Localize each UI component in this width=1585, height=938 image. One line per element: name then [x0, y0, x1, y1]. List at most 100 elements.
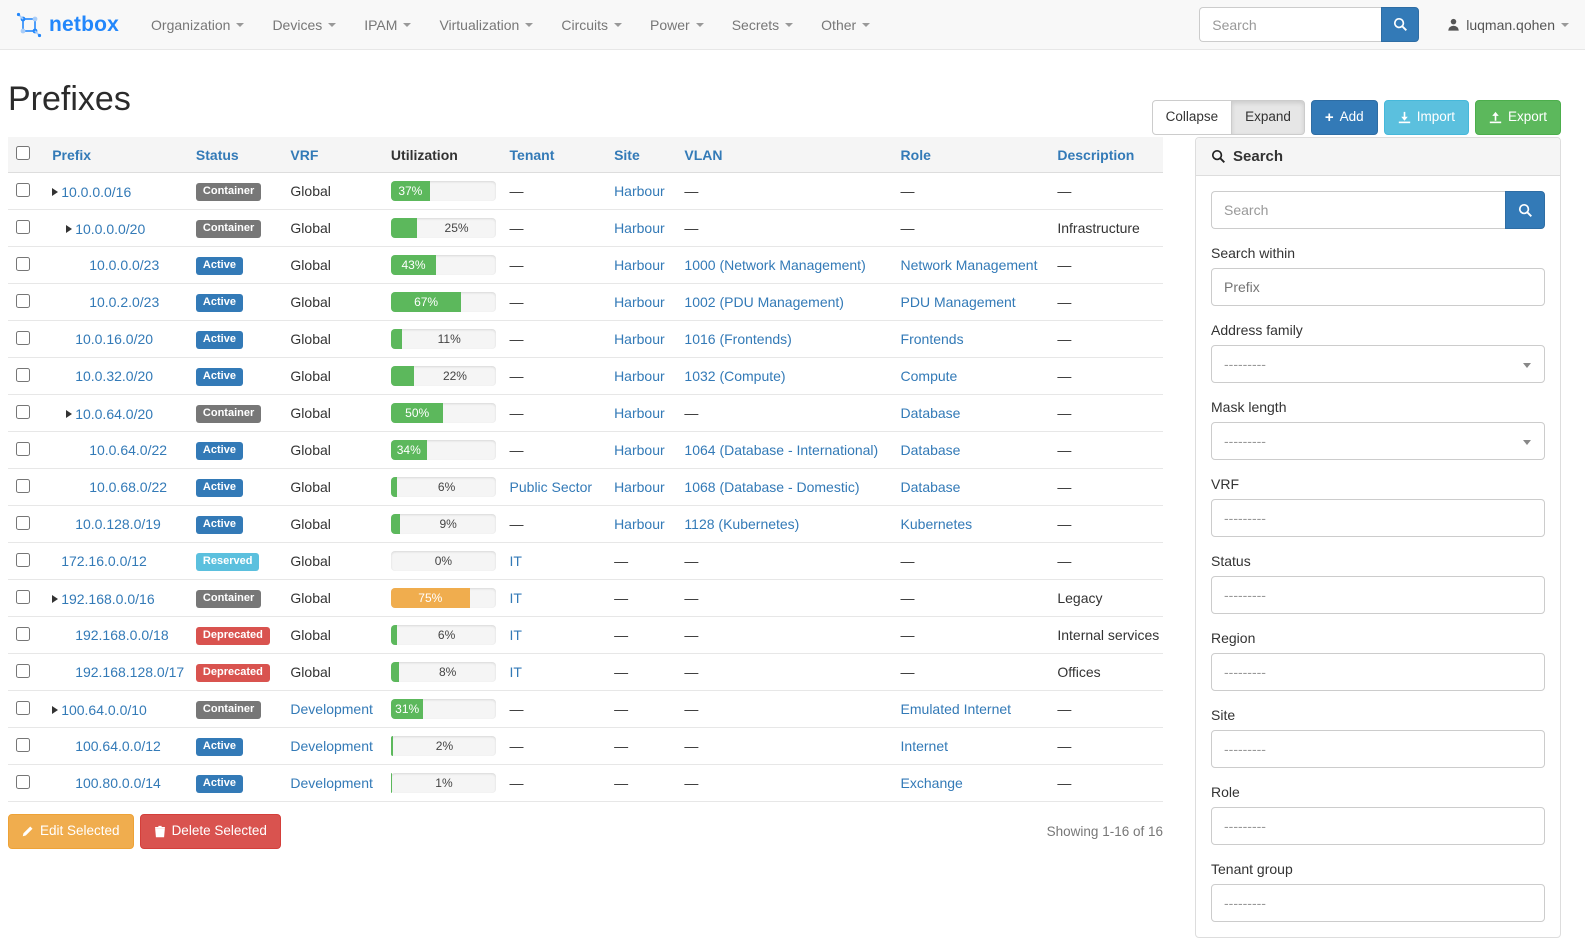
row-checkbox[interactable]	[16, 441, 30, 456]
filter-search-button[interactable]	[1505, 191, 1545, 229]
tenant-link[interactable]: IT	[509, 627, 522, 643]
prefix-link[interactable]: 192.168.128.0/17	[75, 664, 185, 680]
tenant-link[interactable]: Public Sector	[509, 479, 593, 495]
filter-select-address-family[interactable]: ---------	[1211, 345, 1545, 383]
prefix-link[interactable]: 10.0.16.0/20	[75, 331, 154, 347]
role-link[interactable]: Emulated Internet	[900, 701, 1012, 717]
nav-item-secrets[interactable]: Secrets	[718, 2, 807, 48]
role-link[interactable]: Kubernetes	[900, 516, 973, 532]
add-button[interactable]: + Add	[1310, 100, 1378, 135]
site-link[interactable]: Harbour	[614, 331, 665, 347]
tenant-link[interactable]: IT	[509, 553, 522, 569]
filter-select-status[interactable]: ---------	[1211, 576, 1545, 614]
row-checkbox[interactable]	[16, 367, 30, 382]
vlan-link[interactable]: 1064 (Database - International)	[684, 442, 879, 458]
nav-item-power[interactable]: Power	[636, 2, 718, 48]
row-checkbox[interactable]	[16, 552, 30, 567]
expand-caret-icon[interactable]	[52, 590, 61, 606]
site-link[interactable]: Harbour	[614, 183, 665, 199]
export-button[interactable]: Export	[1474, 100, 1561, 135]
sort-link[interactable]: Tenant	[509, 146, 555, 163]
nav-item-organization[interactable]: Organization	[137, 2, 258, 48]
filter-select-role[interactable]: ---------	[1211, 807, 1545, 845]
vrf-link[interactable]: Development	[290, 701, 373, 717]
role-link[interactable]: Frontends	[900, 331, 964, 347]
prefix-link[interactable]: 10.0.32.0/20	[75, 368, 154, 384]
role-link[interactable]: Database	[900, 442, 961, 458]
prefix-link[interactable]: 172.16.0.0/12	[61, 553, 147, 569]
sort-link[interactable]: Site	[614, 146, 640, 163]
prefix-link[interactable]: 10.0.64.0/22	[89, 442, 168, 458]
select-all-checkbox[interactable]	[16, 146, 30, 160]
tenant-link[interactable]: IT	[509, 590, 522, 606]
prefix-link[interactable]: 10.0.68.0/22	[89, 479, 168, 495]
sort-link[interactable]: VRF	[290, 146, 319, 163]
site-link[interactable]: Harbour	[614, 479, 665, 495]
vlan-link[interactable]: 1068 (Database - Domestic)	[684, 479, 860, 495]
prefix-link[interactable]: 10.0.64.0/20	[75, 405, 154, 422]
expand-caret-icon[interactable]	[52, 701, 61, 717]
site-link[interactable]: Harbour	[614, 405, 665, 421]
site-link[interactable]: Harbour	[614, 294, 665, 310]
row-checkbox[interactable]	[16, 219, 30, 234]
row-checkbox[interactable]	[16, 515, 30, 530]
filter-select-site[interactable]: ---------	[1211, 730, 1545, 768]
nav-item-other[interactable]: Other	[807, 2, 884, 48]
global-search-button[interactable]	[1381, 7, 1420, 42]
prefix-link[interactable]: 100.64.0.0/12	[75, 738, 161, 754]
prefix-link[interactable]: 10.0.128.0/19	[75, 516, 161, 532]
sort-link[interactable]: Status	[195, 146, 239, 163]
row-checkbox[interactable]	[16, 256, 30, 271]
site-link[interactable]: Harbour	[614, 516, 665, 532]
site-link[interactable]: Harbour	[614, 368, 665, 384]
filter-select-region[interactable]: ---------	[1211, 653, 1545, 691]
row-checkbox[interactable]	[16, 774, 30, 789]
prefix-link[interactable]: 100.64.0.0/10	[61, 701, 147, 718]
site-link[interactable]: Harbour	[614, 257, 665, 273]
expand-button[interactable]: Expand	[1231, 100, 1305, 135]
row-checkbox[interactable]	[16, 478, 30, 493]
role-link[interactable]: Network Management	[900, 257, 1038, 273]
expand-caret-icon[interactable]	[52, 183, 61, 199]
filter-select-mask-length[interactable]: ---------	[1211, 422, 1545, 460]
role-link[interactable]: Internet	[900, 738, 949, 754]
vlan-link[interactable]: 1000 (Network Management)	[684, 257, 866, 273]
sort-link[interactable]: Prefix	[52, 146, 92, 163]
prefix-link[interactable]: 100.80.0.0/14	[75, 775, 161, 791]
row-checkbox[interactable]	[16, 293, 30, 308]
user-menu[interactable]: luqman.qohen	[1447, 17, 1569, 33]
row-checkbox[interactable]	[16, 182, 30, 197]
import-button[interactable]: Import	[1383, 100, 1469, 135]
row-checkbox[interactable]	[16, 404, 30, 419]
nav-item-circuits[interactable]: Circuits	[547, 2, 636, 48]
prefix-link[interactable]: 192.168.0.0/18	[75, 627, 169, 643]
row-checkbox[interactable]	[16, 663, 30, 678]
sort-link[interactable]: Role	[900, 146, 931, 163]
prefix-link[interactable]: 192.168.0.0/16	[61, 590, 155, 607]
role-link[interactable]: PDU Management	[900, 294, 1016, 310]
filter-search-input[interactable]	[1211, 191, 1505, 229]
expand-caret-icon[interactable]	[66, 220, 75, 236]
nav-item-ipam[interactable]: IPAM	[350, 2, 425, 48]
filter-select-tenant-group[interactable]: ---------	[1211, 884, 1545, 922]
vrf-link[interactable]: Development	[290, 738, 373, 754]
filter-select-vrf[interactable]: ---------	[1211, 499, 1545, 537]
edit-selected-button[interactable]: Edit Selected	[8, 814, 134, 849]
vlan-link[interactable]: 1016 (Frontends)	[684, 331, 792, 347]
filter-input-search-within[interactable]	[1211, 268, 1545, 306]
row-checkbox[interactable]	[16, 737, 30, 752]
row-checkbox[interactable]	[16, 330, 30, 345]
role-link[interactable]: Database	[900, 405, 961, 421]
role-link[interactable]: Exchange	[900, 775, 963, 791]
sort-link[interactable]: VLAN	[684, 146, 723, 163]
vlan-link[interactable]: 1032 (Compute)	[684, 368, 786, 384]
row-checkbox[interactable]	[16, 626, 30, 641]
collapse-button[interactable]: Collapse	[1151, 100, 1233, 135]
site-link[interactable]: Harbour	[614, 442, 665, 458]
nav-item-virtualization[interactable]: Virtualization	[425, 2, 547, 48]
nav-item-devices[interactable]: Devices	[258, 2, 350, 48]
prefix-link[interactable]: 10.0.0.0/20	[75, 220, 146, 237]
vlan-link[interactable]: 1002 (PDU Management)	[684, 294, 844, 310]
role-link[interactable]: Database	[900, 479, 961, 495]
site-link[interactable]: Harbour	[614, 220, 665, 236]
